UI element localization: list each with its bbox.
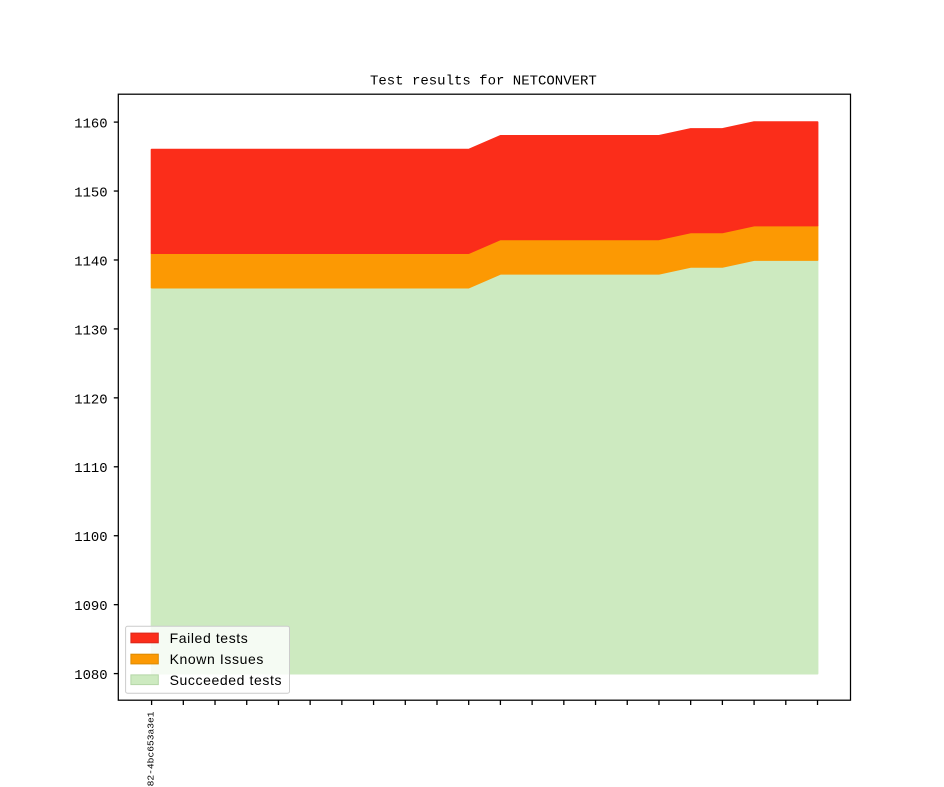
svg-text:1110: 1110 xyxy=(74,461,107,477)
svg-text:Known Issues: Known Issues xyxy=(170,651,264,667)
svg-text:1140: 1140 xyxy=(74,254,107,270)
svg-text:82-4bc653a3e1: 82-4bc653a3e1 xyxy=(146,711,157,786)
svg-text:1100: 1100 xyxy=(74,530,107,546)
svg-text:1150: 1150 xyxy=(74,185,107,201)
svg-text:1160: 1160 xyxy=(74,117,107,133)
svg-text:1090: 1090 xyxy=(74,599,107,615)
svg-text:Test results for NETCONVERT: Test results for NETCONVERT xyxy=(370,74,597,90)
svg-text:1120: 1120 xyxy=(74,392,107,408)
svg-text:1130: 1130 xyxy=(74,323,107,339)
svg-text:1080: 1080 xyxy=(74,668,107,684)
svg-text:Succeeded tests: Succeeded tests xyxy=(170,672,283,688)
svg-text:Failed tests: Failed tests xyxy=(170,630,249,646)
